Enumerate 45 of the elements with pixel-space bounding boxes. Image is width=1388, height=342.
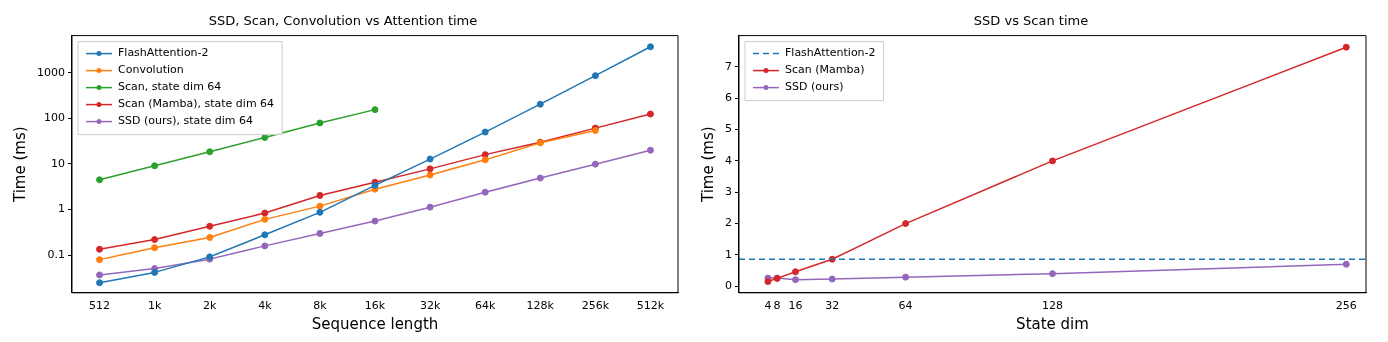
x-tick-label: 32k [419,299,441,313]
x-tick-label: 128 [1042,299,1063,313]
x-tick-label: 8 [773,299,781,313]
chart-title: SSD vs Scan time [973,13,1089,29]
x-tick-label: 256k [581,299,610,313]
x-tick-label: 256 [1335,299,1357,313]
y-tick-label: 2 [725,216,732,230]
y-axis-title: Time (ms) [10,126,29,203]
y-tick-label: 1000 [36,65,65,79]
legend-label: SSD (ours), state dim 64 [117,114,254,128]
chart-title: SSD, Scan, Convolution vs Attention time [208,13,478,29]
y-tick-label: 6 [725,91,732,105]
y-tick-label: 7 [725,59,732,73]
x-axis-title: Sequence length [311,314,439,333]
y-tick-label: 0 [725,279,732,293]
y-tick-label: 5 [725,122,732,136]
x-tick-label: 512k [636,299,665,313]
x-tick-label: 128k [526,299,555,313]
x-tick-label: 8k [313,299,328,313]
y-tick-label: 10 [50,156,65,170]
x-tick-label: 64k [474,299,496,313]
legend-label: FlashAttention-2 [785,46,876,60]
x-tick-label: 16 [788,299,803,313]
y-tick-label: 4 [725,153,732,167]
x-tick-label: 32 [825,299,840,313]
legend-label: Scan (Mamba), state dim 64 [117,97,275,111]
x-tick-label: 4 [764,299,772,313]
legend-label: SSD (ours) [785,80,844,94]
y-tick-label: 3 [725,185,732,199]
legend-label: Convolution [117,63,184,77]
x-tick-label: 1k [147,299,162,313]
legend-label: FlashAttention-2 [117,46,209,60]
x-tick-label: 4k [258,299,273,313]
x-axis-title: State dim [1016,314,1089,333]
y-tick-label: 1 [57,202,65,216]
x-tick-label: 16k [364,299,386,313]
y-tick-label: 1 [725,247,732,261]
y-axis-title: Time (ms) [698,126,717,203]
y-tick-label: 0.1 [47,248,65,262]
x-tick-label: 512 [89,299,111,313]
legend-label: Scan, state dim 64 [117,80,222,94]
x-tick-label: 64 [898,299,913,313]
y-tick-label: 100 [43,111,65,125]
legend-label: Scan (Mamba) [785,63,865,77]
x-tick-label: 2k [203,299,218,313]
